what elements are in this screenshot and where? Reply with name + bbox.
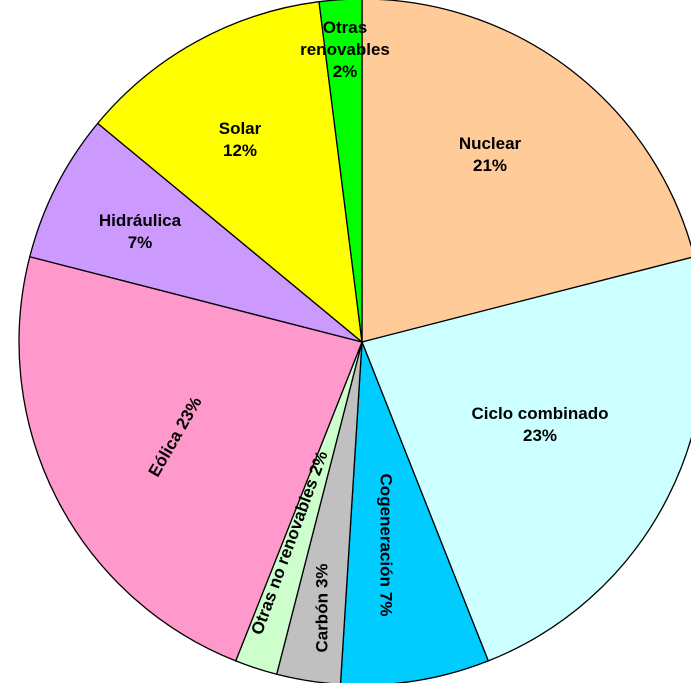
category-label: Ciclo combinado [471, 404, 609, 423]
pie-slice [18, 255, 363, 662]
value-label: 12% [222, 141, 258, 160]
value-label: 21% [472, 156, 508, 175]
category-label: Cogeneración [375, 473, 395, 587]
pie-slice [361, 256, 691, 662]
slice-label: Solar 12% [170, 118, 310, 162]
slice-label: Nuclear 21% [420, 133, 560, 177]
slice-label: Hidráulica 7% [70, 210, 210, 254]
category-label: Solar [218, 119, 262, 138]
slice-label: Carbón 3% [311, 563, 333, 652]
value-label: 23% [522, 426, 558, 445]
pie-slice [339, 341, 490, 683]
slice-label: Ciclo combinado 23% [470, 403, 610, 447]
pie-slice [96, 0, 363, 344]
value-label: 7% [375, 591, 395, 617]
slice-label: Cogeneración 7% [374, 474, 396, 617]
pie-slice [318, 0, 363, 343]
category-label: Nuclear [458, 134, 522, 153]
value-label: 3% [312, 563, 332, 589]
pie-slice [28, 122, 363, 343]
value-label: 2% [332, 62, 358, 81]
category-label: Otras renovables [300, 18, 390, 59]
category-label: Hidráulica [98, 211, 182, 230]
slice-label: Otras renovables 2% [290, 17, 400, 83]
category-label: Carbón [312, 593, 332, 653]
pie-slice [361, 0, 691, 343]
value-label: 7% [127, 233, 153, 252]
